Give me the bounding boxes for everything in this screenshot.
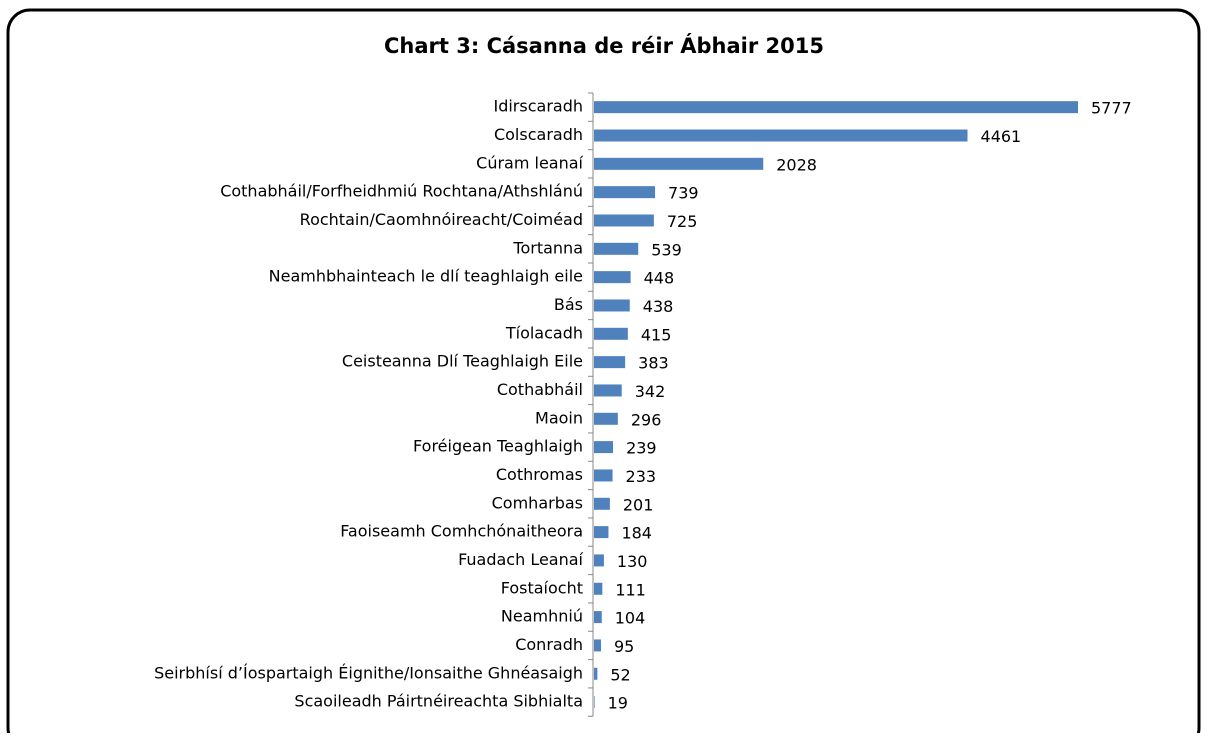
category-label: Neamhniú <box>501 607 583 626</box>
category-label: Cúram leanaí <box>476 153 583 172</box>
category-label: Idirscaradh <box>493 97 583 116</box>
value-label: 448 <box>644 269 675 288</box>
value-label: 104 <box>615 609 646 628</box>
value-label: 52 <box>610 665 630 684</box>
bar <box>594 214 654 227</box>
category-label: Maoin <box>535 408 583 427</box>
category-label: Cothabháil/Forfheidhmiú Rochtana/Athshlá… <box>220 182 583 201</box>
bar <box>594 611 602 624</box>
bar <box>594 271 631 284</box>
bar <box>594 242 639 255</box>
category-label: Scaoileadh Páirtnéireachta Sibhialta <box>294 692 583 711</box>
bar <box>594 696 595 709</box>
category-label: Faoiseamh Comhchónaitheora <box>340 522 583 541</box>
category-label: Fostaíocht <box>501 578 583 597</box>
value-label: 4461 <box>981 127 1022 146</box>
bar <box>594 667 598 680</box>
value-label: 342 <box>635 382 666 401</box>
category-label: Bás <box>554 295 583 314</box>
bar <box>594 639 601 652</box>
value-label: 383 <box>638 354 669 373</box>
value-label: 438 <box>643 297 674 316</box>
bar <box>594 186 656 199</box>
chart-frame <box>6 8 1201 737</box>
category-label: Foréigean Teaghlaigh <box>413 437 583 456</box>
category-label: Tíolacadh <box>505 323 583 342</box>
bar <box>594 157 764 170</box>
value-label: 130 <box>617 552 648 571</box>
value-label: 19 <box>608 694 628 713</box>
category-label: Cothabháil <box>497 380 583 399</box>
value-label: 111 <box>615 580 646 599</box>
category-label: Tortanna <box>512 238 583 257</box>
value-label: 233 <box>626 467 657 486</box>
value-label: 296 <box>631 410 662 429</box>
category-label: Rochtain/Caomhnóireacht/Coiméad <box>300 210 583 229</box>
category-label: Ceisteanna Dlí Teaghlaigh Eile <box>342 352 583 371</box>
bar <box>594 526 609 539</box>
bar <box>594 101 1078 114</box>
bar <box>594 327 628 340</box>
value-label: 725 <box>667 212 698 231</box>
value-label: 539 <box>651 240 682 259</box>
value-label: 5777 <box>1091 99 1132 118</box>
chart-title: Chart 3: Cásanna de réir Ábhair 2015 <box>384 33 824 58</box>
value-label: 95 <box>614 637 634 656</box>
category-label: Seirbhísí d’Íospartaigh Éignithe/Ionsait… <box>154 663 583 682</box>
value-label: 2028 <box>776 155 817 174</box>
value-label: 239 <box>626 439 657 458</box>
value-label: 739 <box>668 184 699 203</box>
bar <box>594 129 968 142</box>
value-label: 201 <box>623 495 654 514</box>
bar <box>594 469 613 482</box>
bar <box>594 384 622 397</box>
value-label: 415 <box>641 325 672 344</box>
category-label: Cothromas <box>496 465 583 484</box>
bar <box>594 441 614 454</box>
category-label: Conradh <box>515 635 583 654</box>
category-label: Colscaradh <box>494 125 583 144</box>
category-label: Neamhbhainteach le dlí teaghlaigh eile <box>269 267 583 286</box>
bar <box>594 497 610 510</box>
bar <box>594 412 618 425</box>
bar <box>594 554 604 567</box>
value-label: 184 <box>621 524 652 543</box>
category-label: Comharbas <box>492 493 583 512</box>
bar <box>594 582 603 595</box>
category-label: Fuadach Leanaí <box>458 550 583 569</box>
bar <box>594 299 630 312</box>
bar <box>594 356 626 369</box>
